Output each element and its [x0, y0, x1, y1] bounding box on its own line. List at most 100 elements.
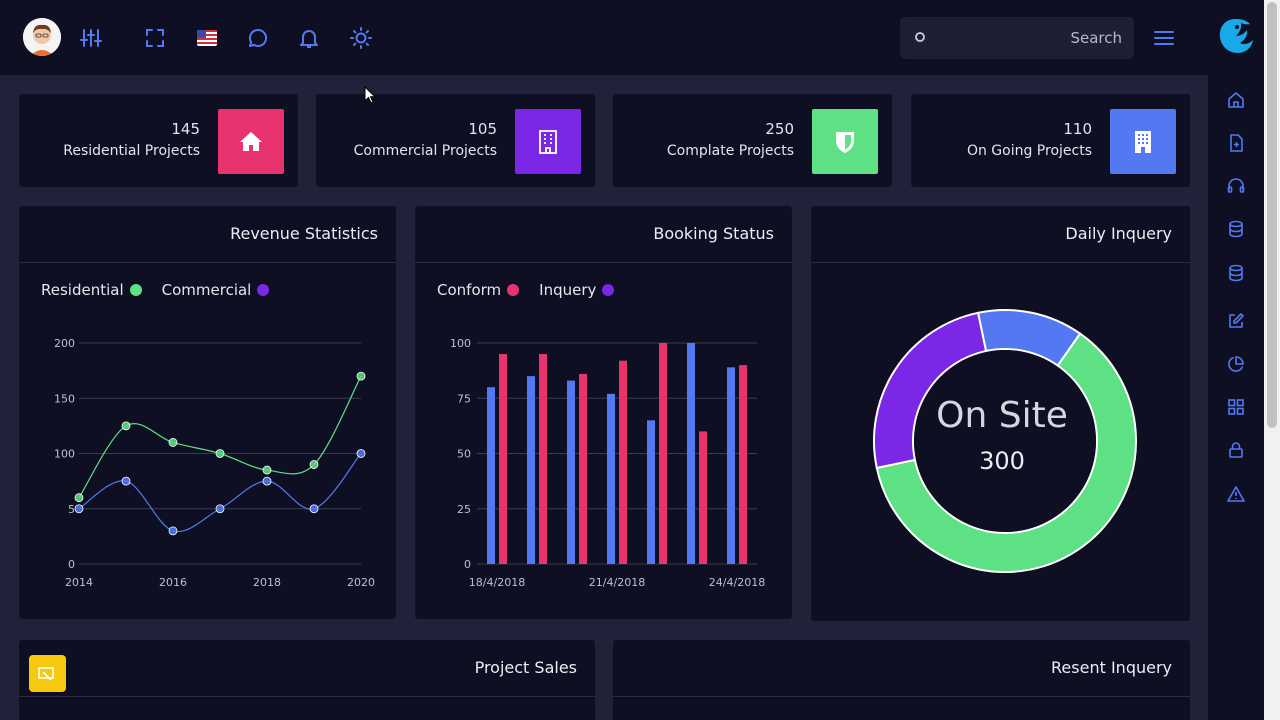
booking-card: Booking Status Conform Inquery 0 25 50 75 10… — [415, 206, 792, 619]
data-point — [168, 526, 178, 536]
database-icon[interactable] — [1227, 264, 1245, 282]
y-tick-label: 0 — [68, 558, 75, 571]
building-icon — [539, 129, 557, 154]
headphones-icon[interactable] — [1227, 177, 1245, 195]
donut-center-title: On Site — [936, 395, 1068, 436]
grid-icon[interactable] — [1227, 398, 1245, 416]
bar-conform — [539, 354, 547, 564]
card-header: Resent Inquery — [613, 640, 1190, 697]
home-icon — [240, 131, 262, 151]
y-tick-label: 50 — [457, 448, 471, 461]
daily-donut-chart: On Site 300 — [873, 309, 1137, 573]
revenue-line-chart: 0 5 100 150 200 2014 2016 2018 2020 — [54, 337, 375, 589]
logo-icon[interactable] — [1216, 16, 1256, 56]
legend-dot — [129, 284, 142, 296]
search-icon — [914, 30, 928, 44]
mouse-cursor — [364, 85, 377, 104]
pie-chart-icon[interactable] — [1227, 355, 1245, 373]
x-tick-label: 24/4/2018 — [709, 576, 765, 589]
stat-label: Complate Projects — [666, 143, 794, 159]
donut-slice[interactable] — [875, 332, 1137, 573]
stat-label: On Going Projects — [966, 143, 1092, 159]
bell-icon[interactable] — [298, 27, 320, 49]
us-flag-icon[interactable] — [196, 27, 218, 49]
menu-icon[interactable] — [1152, 27, 1176, 49]
donut-slice[interactable] — [976, 309, 1082, 367]
stat-icon-box[interactable] — [218, 109, 284, 174]
chart-legend: Residential Commercial — [41, 281, 270, 299]
revenue-card: Revenue Statistics Residential Commercia… — [19, 206, 396, 619]
bar-inquery — [687, 343, 695, 564]
legend-dot — [257, 284, 270, 296]
data-point — [356, 371, 366, 381]
sales-icon[interactable] — [29, 655, 66, 692]
y-tick-label: 200 — [54, 337, 75, 350]
sun-icon[interactable] — [350, 27, 372, 49]
card-title: Daily Inquery — [1065, 224, 1172, 243]
bar-inquery — [527, 376, 535, 564]
legend-label: Inquery — [539, 281, 597, 299]
chat-icon[interactable] — [247, 27, 269, 49]
scrollbar-thumb[interactable] — [1267, 2, 1277, 428]
search-input[interactable] — [936, 17, 1122, 59]
booking-bar-chart: 0 25 50 75 100 18/4/2018 21/4/2018 24/4/2018 — [450, 337, 765, 589]
stat-icon-box[interactable] — [515, 109, 581, 174]
data-point — [262, 465, 272, 475]
data-point — [74, 493, 84, 503]
home-icon[interactable] — [1227, 91, 1245, 109]
search-box[interactable] — [900, 17, 1134, 59]
bar-inquery — [607, 393, 615, 564]
card-title: Project Sales — [474, 658, 577, 677]
data-point — [168, 438, 178, 447]
lock-icon[interactable] — [1227, 441, 1245, 459]
stat-card-commercial: 105 Commercial Projects — [316, 94, 595, 187]
y-tick-label: 75 — [457, 392, 471, 405]
y-tick-label: 100 — [54, 448, 75, 461]
data-point — [356, 449, 366, 458]
legend-label: Commercial — [161, 281, 252, 299]
data-point — [215, 504, 225, 514]
top-bar — [0, 0, 1208, 75]
y-tick-label: 5 — [68, 503, 75, 516]
alert-icon[interactable] — [1227, 485, 1245, 503]
x-tick-label: 21/4/2018 — [589, 576, 645, 589]
project-sales-card: Project Sales — [19, 640, 595, 720]
stat-card-residential: 145 Residential Projects — [19, 94, 298, 187]
office-icon — [1135, 130, 1151, 153]
series-line-commercial — [78, 453, 362, 533]
stat-icon-box[interactable] — [812, 109, 878, 174]
edit-icon[interactable] — [1227, 312, 1245, 330]
y-tick-label: 100 — [450, 337, 471, 350]
stat-label: Commercial Projects — [353, 143, 497, 159]
database-icon[interactable] — [1227, 220, 1245, 238]
sliders-icon[interactable] — [80, 27, 102, 49]
chart-legend: Conform Inquery — [437, 281, 615, 299]
data-point — [215, 449, 225, 458]
x-tick-label: 2016 — [159, 576, 187, 589]
card-header: Revenue Statistics — [19, 206, 396, 263]
file-plus-icon[interactable] — [1227, 134, 1245, 152]
icon-sidebar — [1208, 0, 1264, 720]
data-point — [309, 504, 319, 514]
card-header: Project Sales — [19, 640, 595, 697]
card-title: Resent Inquery — [1051, 658, 1172, 677]
bar-conform — [739, 365, 747, 564]
legend-label: Residential — [41, 281, 124, 299]
legend-dot — [507, 284, 520, 296]
bar-conform — [499, 354, 507, 564]
daily-inquery-card: Daily Inquery On Site 300 — [811, 206, 1190, 621]
avatar[interactable] — [23, 18, 61, 56]
stat-card-complete: 250 Complate Projects — [613, 94, 892, 187]
stat-value: 145 — [171, 120, 200, 138]
card-title: Booking Status — [653, 224, 774, 243]
y-tick-label: 25 — [457, 503, 471, 516]
stat-icon-box[interactable] — [1110, 109, 1176, 174]
scrollbar[interactable] — [1264, 0, 1280, 720]
bar-inquery — [727, 367, 735, 564]
series-line-residential — [78, 375, 362, 499]
fullscreen-icon[interactable] — [144, 27, 166, 49]
card-title: Revenue Statistics — [230, 224, 378, 243]
bar-conform — [659, 343, 667, 564]
donut-center-value: 300 — [979, 447, 1025, 475]
data-point — [262, 476, 272, 486]
